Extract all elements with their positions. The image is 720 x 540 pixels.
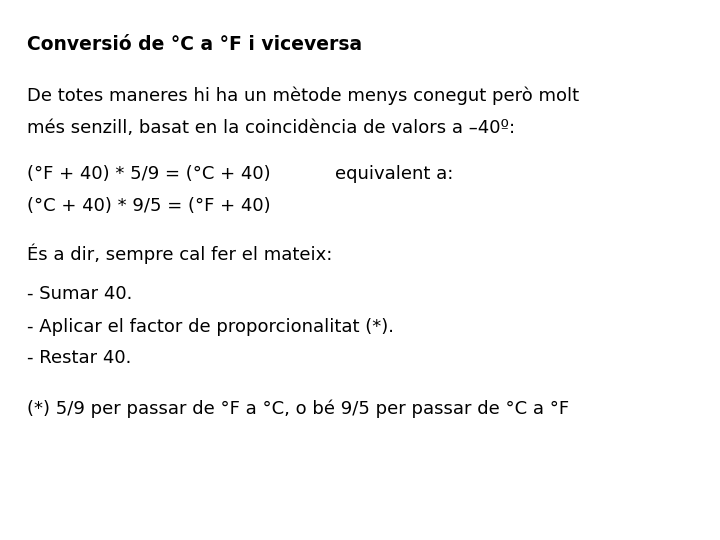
Text: més senzill, basat en la coincidència de valors a –40º:: més senzill, basat en la coincidència de… <box>27 119 516 137</box>
Text: - Aplicar el factor de proporcionalitat (*).: - Aplicar el factor de proporcionalitat … <box>27 318 395 335</box>
Text: equivalent a:: equivalent a: <box>335 165 453 183</box>
Text: - Sumar 40.: - Sumar 40. <box>27 285 132 303</box>
Text: (*) 5/9 per passar de °F a °C, o bé 9/5 per passar de °C a °F: (*) 5/9 per passar de °F a °C, o bé 9/5 … <box>27 400 570 418</box>
Text: És a dir, sempre cal fer el mateix:: És a dir, sempre cal fer el mateix: <box>27 243 333 264</box>
Text: De totes maneres hi ha un mètode menys conegut però molt: De totes maneres hi ha un mètode menys c… <box>27 86 580 105</box>
Text: Conversió de °C a °F i viceversa: Conversió de °C a °F i viceversa <box>27 35 362 54</box>
Text: (°C + 40) * 9/5 = (°F + 40): (°C + 40) * 9/5 = (°F + 40) <box>27 197 271 215</box>
Text: - Restar 40.: - Restar 40. <box>27 349 132 367</box>
Text: (°F + 40) * 5/9 = (°C + 40): (°F + 40) * 5/9 = (°C + 40) <box>27 165 271 183</box>
